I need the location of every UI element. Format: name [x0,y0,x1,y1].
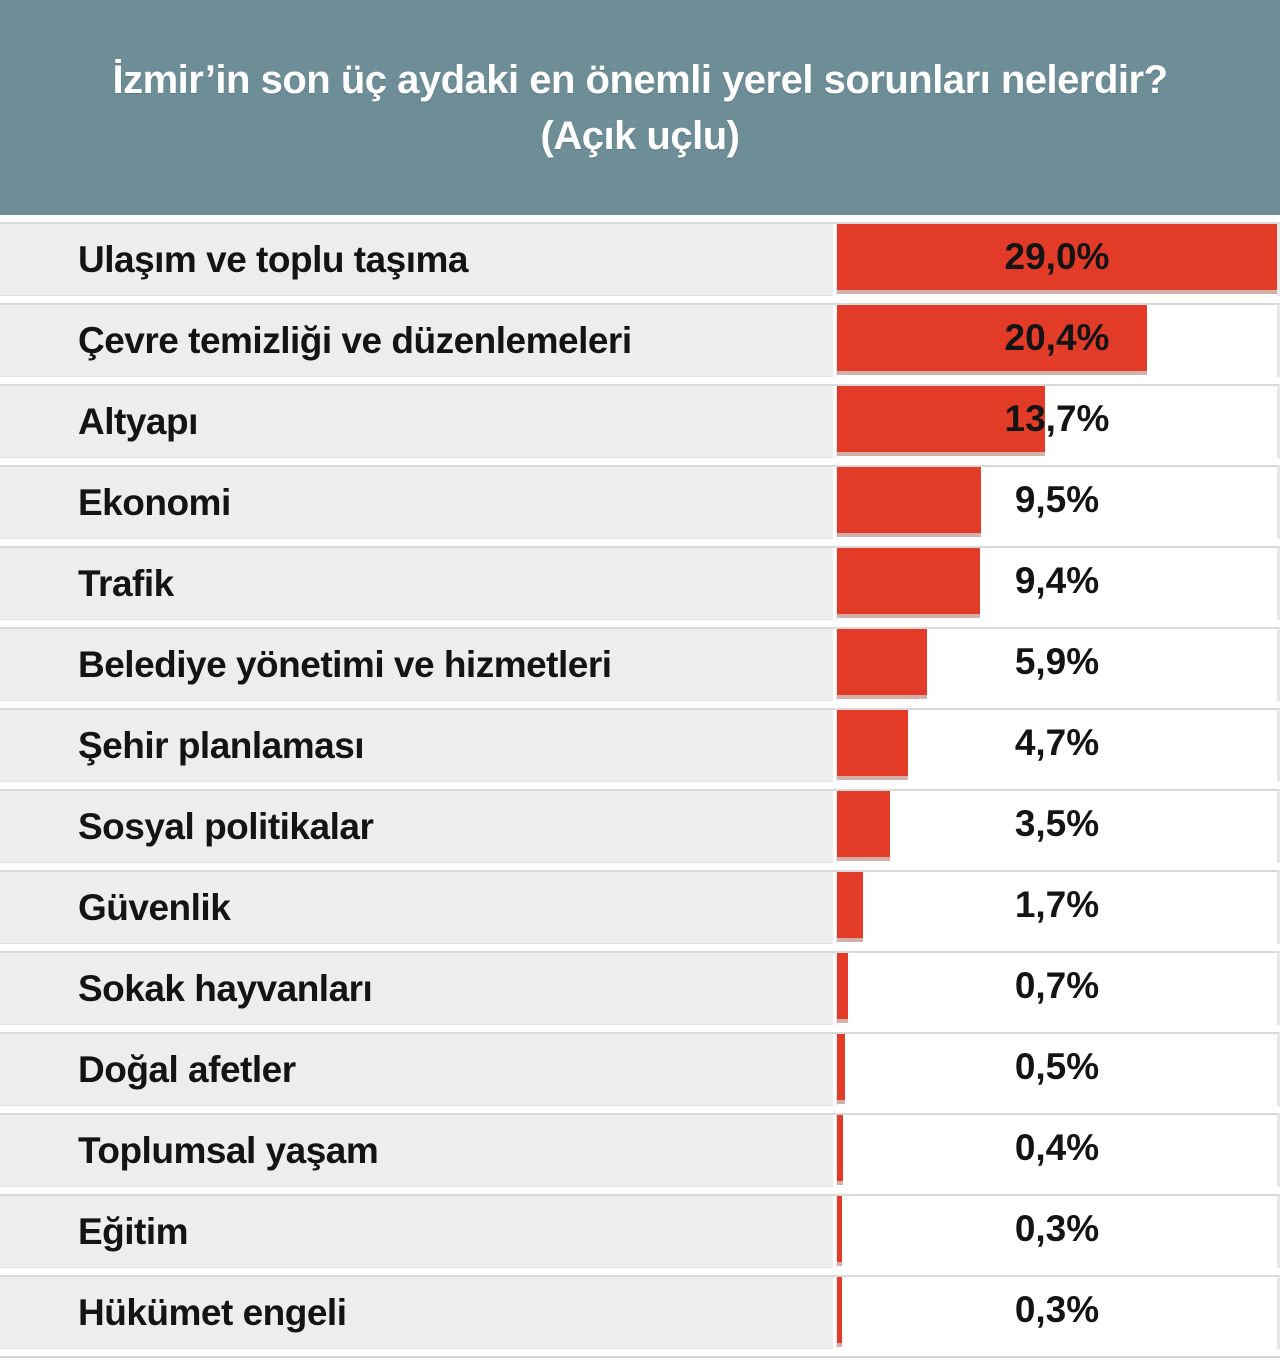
bar [837,629,927,695]
bar [837,791,891,857]
bar-cell: 0,7% [836,953,1277,1025]
bar [837,548,980,614]
category-label: Toplumsal yaşam [78,1129,379,1171]
bar [837,1115,844,1181]
value-label: 0,3% [1014,1208,1100,1249]
bar-cell: 20,4% [836,305,1277,377]
category-label: Hükümet engeli [78,1291,347,1333]
bar-cell: 29,0% [836,224,1277,296]
bar [837,1277,842,1343]
bar [837,1196,842,1262]
bar [837,1034,845,1100]
table-row: Ekonomi 9,5% [0,465,1280,539]
bar-cell: 0,3% [836,1277,1277,1349]
chart-title-line1: İzmir’in son üç aydaki en önemli yerel s… [112,57,1168,102]
category-label: Doğal afetler [78,1048,296,1090]
bar-cell: 0,4% [836,1115,1277,1187]
category-cell: Güvenlik [0,872,833,944]
category-cell: Sokak hayvanları [0,953,833,1025]
category-cell: Ulaşım ve toplu taşıma [0,224,833,296]
value-label: 29,0% [1004,236,1110,277]
bar [837,872,863,938]
table-row: Belediye yönetimi ve hizmetleri 5,9% [0,627,1280,701]
value-label: 3,5% [1014,803,1100,844]
chart-rows: Ulaşım ve toplu taşıma 29,0% Çevre temiz… [0,222,1280,1358]
value-label: 0,7% [1014,965,1100,1006]
category-label: Ekonomi [78,481,231,523]
category-cell: Toplumsal yaşam [0,1115,833,1187]
value-label: 9,4% [1014,560,1100,601]
value-label: 5,9% [1014,641,1100,682]
table-row: Eğitim 0,3% [0,1194,1280,1268]
category-label: Eğitim [78,1210,189,1252]
category-label: Güvenlik [78,886,231,928]
value-label: 9,5% [1014,479,1100,520]
category-cell: Çevre temizliği ve düzenlemeleri [0,305,833,377]
bar [837,467,982,533]
bar [837,953,848,1019]
category-cell: Şehir planlaması [0,710,833,782]
category-cell: Trafik [0,548,833,620]
bar-cell: 9,4% [836,548,1277,620]
value-label: 20,4% [1004,317,1110,358]
table-row: Güvenlik 1,7% [0,870,1280,944]
category-cell: Ekonomi [0,467,833,539]
category-label: Çevre temizliği ve düzenlemeleri [78,319,632,361]
value-label: 1,7% [1014,884,1100,925]
bar [837,224,1277,290]
bar-cell: 4,7% [836,710,1277,782]
bar-cell: 5,9% [836,629,1277,701]
table-row: Sokak hayvanları 0,7% [0,951,1280,1025]
category-label: Sokak hayvanları [78,967,373,1009]
value-label: 0,5% [1014,1046,1100,1087]
category-cell: Sosyal politikalar [0,791,833,863]
value-label: 4,7% [1014,722,1100,763]
value-label: 13,7% [1004,398,1110,439]
table-row: Hükümet engeli 0,3% [0,1275,1280,1349]
table-row: Ulaşım ve toplu taşıma 29,0% [0,222,1280,296]
category-label: Trafik [78,562,174,604]
table-row: Çevre temizliği ve düzenlemeleri 20,4% [0,303,1280,377]
category-label: Sosyal politikalar [78,805,374,847]
table-row: Trafik 9,4% [0,546,1280,620]
category-label: Ulaşım ve toplu taşıma [78,238,468,280]
value-label: 0,3% [1014,1289,1100,1330]
category-label: Belediye yönetimi ve hizmetleri [78,643,612,685]
category-cell: Belediye yönetimi ve hizmetleri [0,629,833,701]
bar-cell: 0,3% [836,1196,1277,1268]
category-cell: Hükümet engeli [0,1277,833,1349]
bar [837,710,909,776]
category-cell: Eğitim [0,1196,833,1268]
bar-cell: 3,5% [836,791,1277,863]
chart-header: İzmir’in son üç aydaki en önemli yerel s… [0,0,1280,215]
bar-cell: 0,5% [836,1034,1277,1106]
table-row: Şehir planlaması 4,7% [0,708,1280,782]
table-row: Doğal afetler 0,5% [0,1032,1280,1106]
bar [837,305,1147,371]
category-cell: Altyapı [0,386,833,458]
category-label: Altyapı [78,400,198,442]
bar-cell: 1,7% [836,872,1277,944]
category-label: Şehir planlaması [78,724,365,766]
table-row: Sosyal politikalar 3,5% [0,789,1280,863]
table-row: Toplumsal yaşam 0,4% [0,1113,1280,1187]
chart-title-line2: (Açık uçlu) [540,113,740,158]
bar-cell: 9,5% [836,467,1277,539]
bar [837,386,1045,452]
value-label: 0,4% [1014,1127,1100,1168]
table-row: Altyapı 13,7% [0,384,1280,458]
bar-cell: 13,7% [836,386,1277,458]
category-cell: Doğal afetler [0,1034,833,1106]
